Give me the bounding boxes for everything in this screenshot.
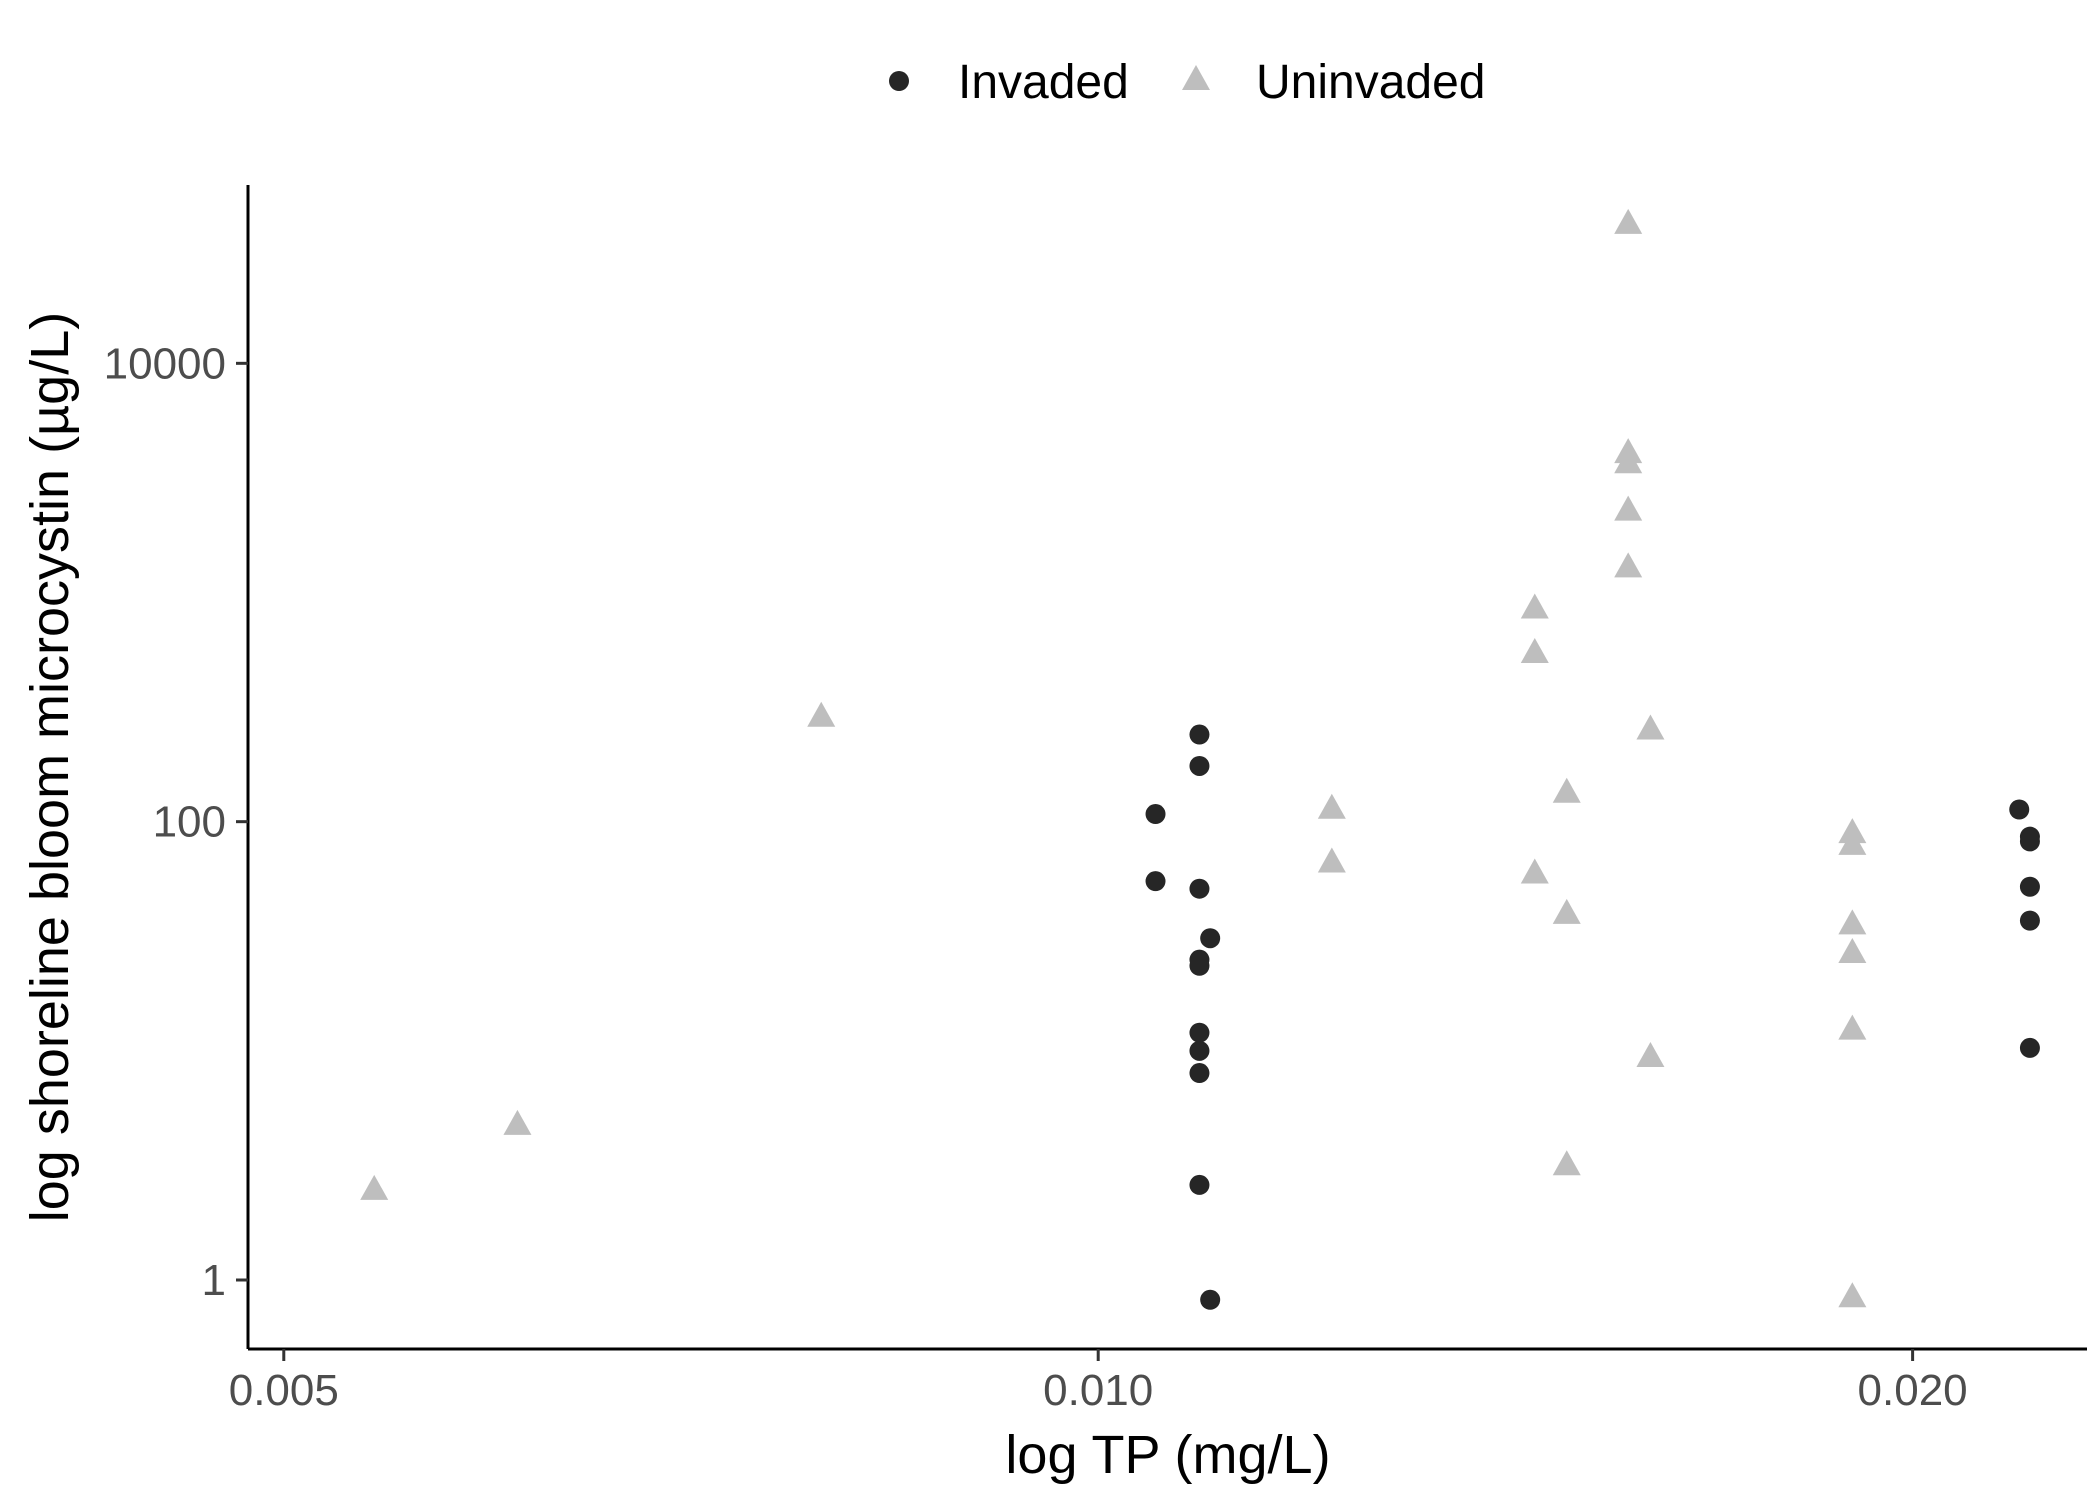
x-tick-label: 0.020 bbox=[1858, 1366, 1968, 1415]
point-uninvaded bbox=[1552, 898, 1581, 924]
legend-key-invaded bbox=[889, 71, 909, 91]
point-invaded bbox=[1189, 1022, 1210, 1043]
point-invaded bbox=[2009, 799, 2030, 820]
point-invaded bbox=[2019, 831, 2040, 852]
legend-label-uninvaded: Uninvaded bbox=[1256, 56, 1486, 109]
point-uninvaded bbox=[1636, 714, 1665, 740]
point-uninvaded bbox=[1614, 552, 1643, 578]
point-invaded bbox=[1189, 724, 1210, 745]
point-uninvaded bbox=[1520, 593, 1549, 619]
point-invaded bbox=[1189, 1063, 1210, 1084]
point-uninvaded bbox=[1614, 448, 1643, 474]
point-uninvaded bbox=[360, 1174, 389, 1200]
point-uninvaded bbox=[1520, 638, 1549, 664]
x-axis-title: log TP (mg/L) bbox=[1005, 1425, 1330, 1485]
point-uninvaded bbox=[1838, 937, 1867, 963]
point-uninvaded bbox=[1636, 1041, 1665, 1067]
point-uninvaded bbox=[1552, 777, 1581, 803]
legend-label-invaded: Invaded bbox=[958, 56, 1129, 109]
y-axis-ticks: 1 100 10000 bbox=[104, 339, 248, 1305]
point-uninvaded bbox=[1838, 829, 1867, 855]
y-tick-label: 10000 bbox=[104, 339, 226, 388]
point-invaded bbox=[2019, 1037, 2040, 1058]
point-uninvaded bbox=[503, 1109, 532, 1135]
data-points bbox=[360, 208, 2040, 1310]
point-uninvaded bbox=[1614, 495, 1643, 521]
y-tick-label: 100 bbox=[153, 798, 226, 847]
point-invaded bbox=[1189, 955, 1210, 976]
point-invaded bbox=[2019, 876, 2040, 897]
point-invaded bbox=[1189, 755, 1210, 776]
point-uninvaded bbox=[1552, 1150, 1581, 1176]
point-invaded bbox=[1145, 804, 1166, 825]
y-tick-label: 1 bbox=[202, 1256, 226, 1305]
plot-area: 1 100 10000 0.005 0.010 0.020 bbox=[104, 185, 2087, 1415]
point-uninvaded bbox=[1317, 793, 1346, 819]
point-invaded bbox=[1189, 1040, 1210, 1061]
point-invaded bbox=[1200, 928, 1221, 949]
point-invaded bbox=[1145, 871, 1166, 892]
x-tick-label: 0.005 bbox=[229, 1366, 339, 1415]
point-invaded bbox=[1200, 1289, 1221, 1310]
y-axis-title: log shoreline bloom microcystin (µg/L) bbox=[20, 312, 80, 1222]
point-invaded bbox=[1189, 878, 1210, 899]
point-invaded bbox=[1189, 1174, 1210, 1195]
point-uninvaded bbox=[1838, 1282, 1867, 1308]
point-uninvaded bbox=[1317, 847, 1346, 873]
point-uninvaded bbox=[1838, 909, 1867, 935]
point-uninvaded bbox=[1614, 208, 1643, 234]
point-uninvaded bbox=[1520, 858, 1549, 884]
x-tick-label: 0.010 bbox=[1043, 1366, 1153, 1415]
legend: Invaded Uninvaded bbox=[889, 56, 1486, 109]
point-uninvaded bbox=[807, 701, 836, 727]
point-uninvaded bbox=[1838, 1014, 1867, 1040]
legend-key-uninvaded bbox=[1182, 65, 1210, 90]
x-axis-ticks: 0.005 0.010 0.020 bbox=[229, 1349, 1968, 1415]
point-invaded bbox=[2019, 910, 2040, 931]
